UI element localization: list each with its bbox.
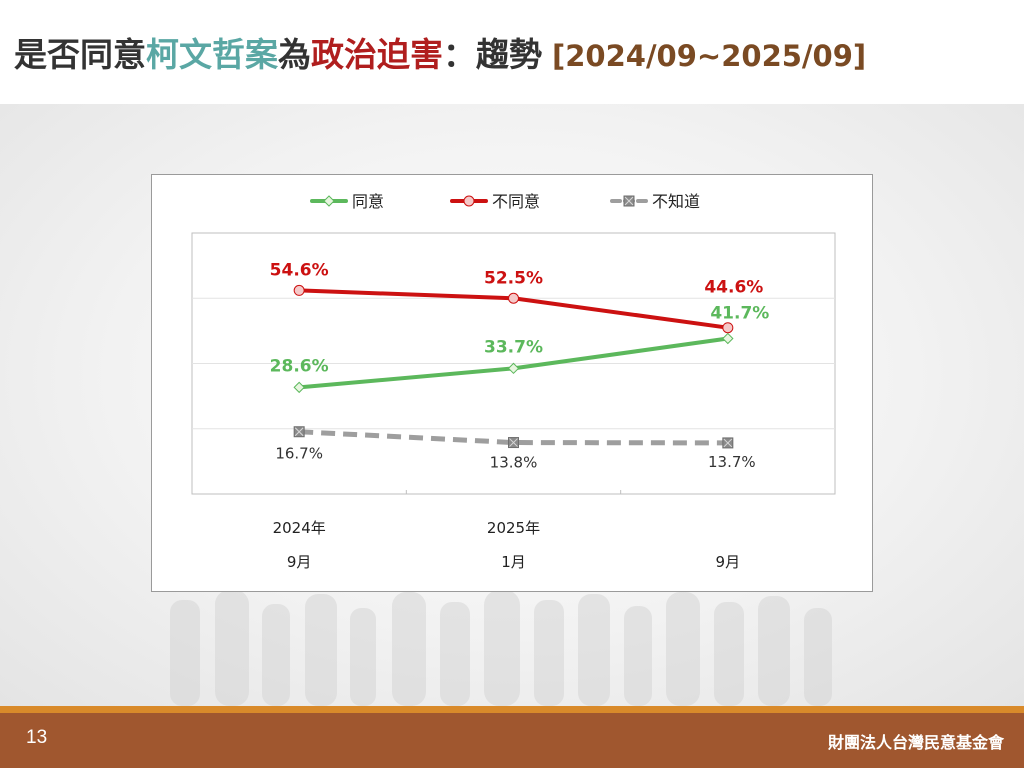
data-label: 44.6% [704,278,763,298]
data-point [293,381,305,394]
legend-marker [323,195,335,207]
trend-line-chart: 2024年 9月 2025年 1月 9月 同意 不同意 不知道 28.6% 33.7% 41.7% 5… [191,192,836,571]
title-bar: 是否同意柯文哲案為政治迫害：趨勢 [2024/09~2025/09] [0,0,1024,104]
data-point-cross [723,438,733,448]
data-point [722,322,734,334]
data-label: 13.8% [490,454,538,472]
page-number: 13 [26,727,48,748]
data-label: 28.6% [270,356,329,376]
x-tick-label: 2024年 [273,519,326,537]
legend-marker-cross [624,196,634,206]
legend-label: 不同意 [492,192,540,211]
title-segment: 為 [278,35,311,74]
data-point [722,332,734,345]
chart-panel: 2024年 9月 2025年 1月 9月 同意 不同意 不知道 28.6% 33.7% 41.7% 5… [151,174,873,592]
x-tick-label: 2025年 [487,519,540,537]
legend-marker [463,195,475,207]
title-text: 是否同意柯文哲案為政治迫害：趨勢 [14,35,542,74]
x-tick-label: 9月 [716,553,741,571]
data-label: 52.5% [484,268,543,288]
footer-bar: 13 財團法人台灣民意基金會 [0,713,1024,768]
data-label: 33.7% [484,337,543,357]
title-segment: 柯文哲案 [146,35,278,74]
title-segment: ：趨勢 [443,35,542,74]
data-label: 16.7% [275,445,323,463]
data-point [293,284,305,296]
crowd-silhouette-decoration [170,590,832,706]
footer-accent-line [0,706,1024,713]
legend-label: 不知道 [652,192,700,211]
title-segment: 是否同意 [14,35,146,74]
x-tick-label: 9月 [287,553,312,571]
x-tick-label: 1月 [501,553,526,571]
data-label: 13.7% [708,453,756,471]
page-title: 是否同意柯文哲案為政治迫害：趨勢 [2024/09~2025/09] [14,28,866,76]
data-point [507,362,520,375]
series-line [299,429,728,446]
title-segment: 政治迫害 [311,35,443,74]
data-point-cross [509,438,518,447]
data-point [508,292,519,304]
organization-name: 財團法人台灣民意基金會 [827,733,1004,752]
title-date-range: [2024/09~2025/09] [552,39,867,73]
data-label: 54.6% [270,260,329,280]
data-point-cross [294,427,304,437]
data-label: 41.7% [710,304,769,324]
legend-label: 同意 [352,192,384,211]
